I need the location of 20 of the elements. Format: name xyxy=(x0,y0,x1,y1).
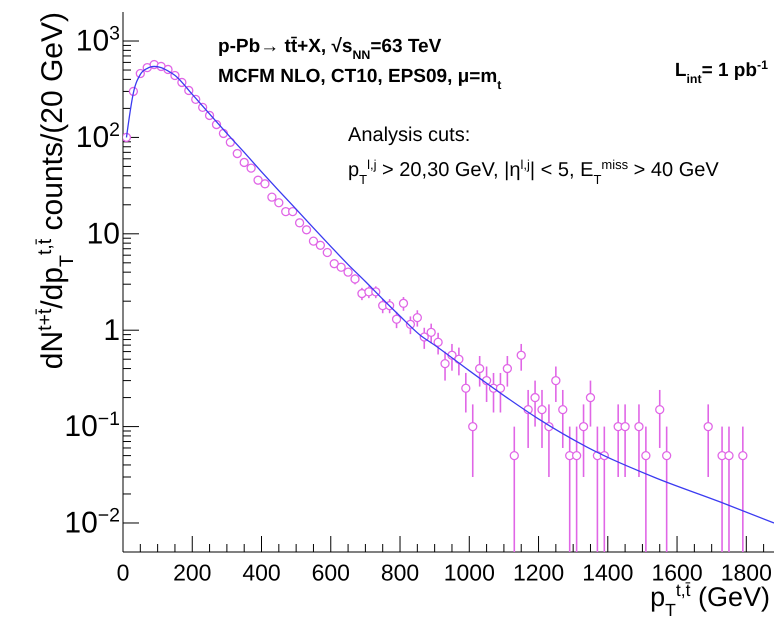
y-tick-label: 10$^{−2}$ xyxy=(64,504,120,540)
y-tick-label: 10$^{2}$ xyxy=(76,119,120,154)
x-tick-label: 400 xyxy=(242,559,281,586)
annotation: L$_{int}$= 1 pb$^{-1}$ xyxy=(674,58,768,86)
x-tick-label: 800 xyxy=(380,559,420,586)
y-tick-label: 10 xyxy=(86,217,120,250)
x-tick-label: 0 xyxy=(116,559,130,586)
x-tick-label: 1800 xyxy=(720,559,772,586)
annotation: MCFM NLO, CT10, EPS09, μ=m$_{t}$ xyxy=(218,66,502,92)
x-tick-label: 600 xyxy=(312,559,350,586)
y-tick-label: 1 xyxy=(103,314,120,347)
x-tick-label: 1000 xyxy=(444,559,495,586)
x-tick-label: 200 xyxy=(173,559,212,586)
annotation: Analysis cuts: xyxy=(348,124,470,146)
x-tick-label: 1400 xyxy=(582,559,634,586)
y-tick-label: 10$^{−1}$ xyxy=(64,408,120,444)
y-tick-label: 10$^{3}$ xyxy=(76,22,120,58)
text: p$_{T}$$^{l,j}$ > 20,30 GeV, |η$^{l,j}$| < 5, E$_{T}$$^{miss}$ > 40 GeV xyxy=(348,156,719,186)
annotation: p-Pb→ tt̄+X, √s$_{NN}$=63 TeV xyxy=(218,36,442,62)
x-tick-label: 1200 xyxy=(512,559,564,586)
